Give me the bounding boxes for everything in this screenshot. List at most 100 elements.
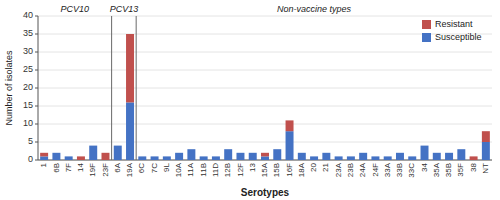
grid-line bbox=[38, 124, 492, 125]
bar-segment bbox=[114, 146, 122, 160]
bar-segment bbox=[40, 153, 48, 157]
legend-swatch bbox=[422, 33, 431, 42]
bar-segment bbox=[433, 153, 441, 160]
grid-line bbox=[38, 88, 492, 89]
grid bbox=[38, 16, 492, 160]
x-tick-label: 23B bbox=[346, 163, 355, 177]
bar-segment bbox=[212, 156, 220, 157]
x-tick-label: 15B bbox=[272, 163, 281, 177]
bar-segment bbox=[163, 156, 171, 157]
y-axis-title: Number of isolates bbox=[4, 50, 14, 126]
x-tick-label: 23F bbox=[101, 163, 110, 177]
bar-segment bbox=[421, 145, 429, 146]
bar-segment bbox=[163, 156, 171, 160]
x-tick-label: 9L bbox=[162, 162, 171, 171]
x-tick-label: 34 bbox=[420, 162, 429, 171]
bar-segment bbox=[212, 156, 220, 160]
y-tick-label: 10 bbox=[23, 118, 33, 128]
bar-segment bbox=[359, 152, 367, 153]
bar-segment bbox=[236, 152, 244, 153]
x-tick-label: 38 bbox=[469, 162, 478, 171]
bar-segment bbox=[273, 149, 281, 150]
bar-segment bbox=[322, 152, 330, 153]
bar-segment bbox=[138, 156, 146, 160]
bar-segment bbox=[286, 131, 294, 160]
bar-segment bbox=[482, 142, 490, 160]
bar-segment bbox=[298, 152, 306, 153]
bar-segment bbox=[408, 156, 416, 160]
bar-segment bbox=[371, 156, 379, 157]
x-tick-label: 11B bbox=[199, 163, 208, 177]
bar-segment bbox=[224, 149, 232, 150]
bar-segment bbox=[89, 146, 97, 160]
x-tick-label: 20 bbox=[309, 162, 318, 171]
y-tick-label: 5 bbox=[28, 136, 33, 146]
bar-segment bbox=[371, 156, 379, 160]
legend: Resistant Susceptible bbox=[422, 19, 482, 42]
bar-segment bbox=[52, 152, 60, 153]
bars bbox=[40, 34, 490, 160]
bar-segment bbox=[445, 152, 453, 153]
bar-segment bbox=[261, 156, 269, 160]
page: {"chart_data": {"type": "bar", "stacked"… bbox=[0, 0, 500, 200]
bar-segment bbox=[65, 156, 73, 157]
x-tick-label: 12F bbox=[236, 163, 245, 177]
x-tick-label: 10A bbox=[174, 162, 183, 177]
x-tick-label: 33A bbox=[383, 162, 392, 177]
bar-segment bbox=[335, 156, 343, 160]
y-tick-label: 25 bbox=[23, 64, 33, 74]
bar-segment bbox=[249, 152, 257, 153]
bar-segment bbox=[77, 156, 85, 160]
bar-segment bbox=[359, 153, 367, 160]
x-tick-label: 6B bbox=[52, 163, 61, 173]
grid-line bbox=[38, 52, 492, 53]
bar-segment bbox=[445, 153, 453, 160]
bar-segment bbox=[52, 153, 60, 160]
bar-segment bbox=[310, 156, 318, 160]
bar-segment bbox=[200, 156, 208, 157]
group-label: PCV10 bbox=[61, 4, 90, 14]
chart: 051015202530354016B7F1419F23F6A19A6C7C9L… bbox=[0, 0, 500, 200]
bar-segment bbox=[126, 34, 134, 102]
bar-segment bbox=[249, 153, 257, 160]
x-tick-label: 33C bbox=[407, 163, 416, 178]
x-tick-label: 35B bbox=[444, 163, 453, 177]
x-tick-label: 11D bbox=[211, 163, 220, 177]
x-tick-label: 35A bbox=[432, 162, 441, 177]
bar-segment bbox=[322, 153, 330, 160]
bar-segment bbox=[396, 153, 404, 160]
bar-segment bbox=[298, 153, 306, 160]
axes: 051015202530354016B7F1419F23F6A19A6C7C9L… bbox=[23, 10, 492, 177]
x-tick-label: 6C bbox=[137, 163, 146, 173]
grid-line bbox=[38, 16, 492, 17]
x-tick-label: 33B bbox=[395, 163, 404, 177]
bar-segment bbox=[101, 153, 109, 160]
bar-segment bbox=[151, 156, 159, 157]
legend-swatch bbox=[422, 20, 431, 29]
bar-segment bbox=[457, 149, 465, 150]
x-tick-label: 19A bbox=[125, 162, 134, 177]
y-tick-label: 15 bbox=[23, 100, 33, 110]
legend-label: Susceptible bbox=[435, 32, 482, 42]
x-tick-label: 11A bbox=[186, 162, 195, 176]
bar-segment bbox=[187, 149, 195, 150]
group-label: Non-vaccine types bbox=[277, 4, 352, 14]
bar-segment bbox=[224, 149, 232, 160]
group-label: PCV13 bbox=[110, 4, 139, 14]
bar-segment bbox=[457, 149, 465, 160]
x-axis-title: Serotypes bbox=[241, 187, 290, 198]
x-tick-label: 19F bbox=[88, 163, 97, 177]
bar-segment bbox=[433, 152, 441, 153]
y-tick-label: 35 bbox=[23, 28, 33, 38]
bar-segment bbox=[65, 156, 73, 160]
legend-label: Resistant bbox=[435, 19, 473, 29]
bar-segment bbox=[236, 153, 244, 160]
x-tick-label: 1 bbox=[39, 162, 48, 167]
bar-segment bbox=[187, 149, 195, 160]
bar-segment bbox=[126, 102, 134, 160]
bar-segment bbox=[40, 156, 48, 160]
x-tick-label: 7C bbox=[150, 163, 159, 173]
x-tick-label: 6A bbox=[113, 162, 122, 172]
x-tick-label: 21 bbox=[321, 162, 330, 171]
x-tick-label: 24A bbox=[358, 162, 367, 177]
